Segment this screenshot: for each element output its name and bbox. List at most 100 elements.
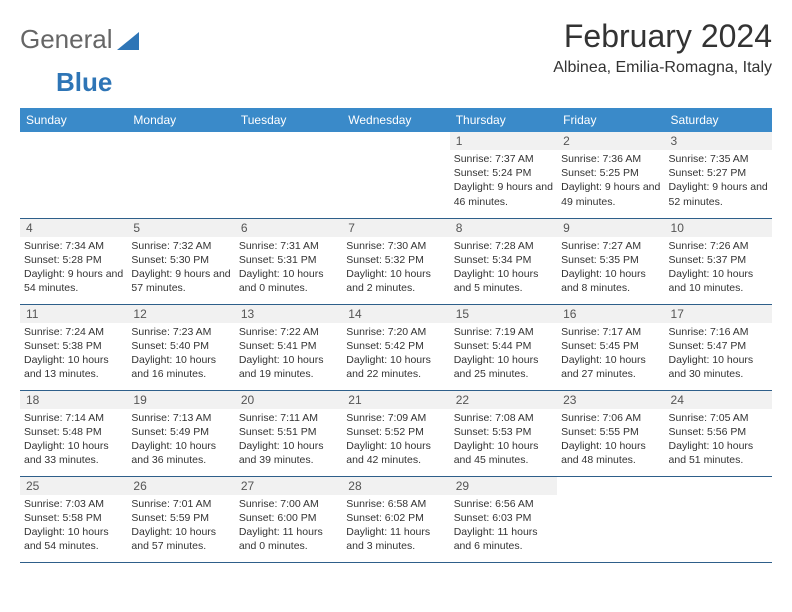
cell-body: Sunrise: 7:20 AMSunset: 5:42 PMDaylight:… [346,325,445,382]
day-number: 22 [450,391,557,409]
sunrise-text: Sunrise: 7:14 AM [24,411,123,425]
cell-body: Sunrise: 7:35 AMSunset: 5:27 PMDaylight:… [669,152,768,209]
calendar-cell: 2Sunrise: 7:36 AMSunset: 5:25 PMDaylight… [557,132,664,218]
daylight-text: Daylight: 10 hours and 25 minutes. [454,353,553,381]
daylight-text: Daylight: 10 hours and 33 minutes. [24,439,123,467]
day-number: 26 [127,477,234,495]
cell-body: Sunrise: 7:36 AMSunset: 5:25 PMDaylight:… [561,152,660,209]
calendar-cell [235,132,342,218]
day-number: 11 [20,305,127,323]
daylight-text: Daylight: 10 hours and 54 minutes. [24,525,123,553]
sunset-text: Sunset: 5:31 PM [239,253,338,267]
sunrise-text: Sunrise: 7:28 AM [454,239,553,253]
calendar-table: SundayMondayTuesdayWednesdayThursdayFrid… [20,108,772,563]
day-number: 16 [557,305,664,323]
daylight-text: Daylight: 10 hours and 5 minutes. [454,267,553,295]
daylight-text: Daylight: 10 hours and 2 minutes. [346,267,445,295]
calendar-cell: 13 Sunrise: 7:22 AMSunset: 5:41 PMDayligh… [235,304,342,390]
day-number [665,477,772,495]
day-number: 10 [665,219,772,237]
cell-body: Sunrise: 7:16 AMSunset: 5:47 PMDaylight:… [669,325,768,382]
sunrise-text: Sunrise: 7:05 AM [669,411,768,425]
daylight-text: Daylight: 9 hours and 52 minutes. [669,180,768,208]
day-number: 23 [557,391,664,409]
cell-body: Sunrise: 7:11 AMSunset: 5:51 PMDaylight:… [239,411,338,468]
sunrise-text: Sunrise: 7:35 AM [669,152,768,166]
calendar-cell: 1Sunrise: 7:37 AMSunset: 5:24 PMDaylight… [450,132,557,218]
day-number: 28 [342,477,449,495]
cell-body: Sunrise: 6:58 AMSunset: 6:02 PMDaylight:… [346,497,445,554]
sunset-text: Sunset: 5:34 PM [454,253,553,267]
calendar-cell: 3Sunrise: 7:35 AMSunset: 5:27 PMDaylight… [665,132,772,218]
cell-body: Sunrise: 7:09 AMSunset: 5:52 PMDaylight:… [346,411,445,468]
daylight-text: Daylight: 9 hours and 46 minutes. [454,180,553,208]
day-number: 12 [127,305,234,323]
daylight-text: Daylight: 10 hours and 57 minutes. [131,525,230,553]
day-number [557,477,664,495]
calendar-body: 1Sunrise: 7:37 AMSunset: 5:24 PMDaylight… [20,132,772,562]
sunset-text: Sunset: 5:58 PM [24,511,123,525]
day-number: 13 [235,305,342,323]
calendar-cell: 22Sunrise: 7:08 AMSunset: 5:53 PMDayligh… [450,390,557,476]
sunrise-text: Sunrise: 7:08 AM [454,411,553,425]
sunset-text: Sunset: 5:48 PM [24,425,123,439]
day-number [127,132,234,150]
day-number: 14 [342,305,449,323]
sunset-text: Sunset: 5:56 PM [669,425,768,439]
calendar-cell: 16Sunrise: 7:17 AMSunset: 5:45 PMDayligh… [557,304,664,390]
cell-body: Sunrise: 7:26 AMSunset: 5:37 PMDaylight:… [669,239,768,296]
sunrise-text: Sunrise: 7:00 AM [239,497,338,511]
calendar-week-row: 18Sunrise: 7:14 AMSunset: 5:48 PMDayligh… [20,390,772,476]
cell-body: Sunrise: 6:56 AMSunset: 6:03 PMDaylight:… [454,497,553,554]
daylight-text: Daylight: 10 hours and 42 minutes. [346,439,445,467]
calendar-cell: 6Sunrise: 7:31 AMSunset: 5:31 PMDaylight… [235,218,342,304]
cell-body: Sunrise: 7:34 AMSunset: 5:28 PMDaylight:… [24,239,123,296]
sunset-text: Sunset: 5:41 PM [239,339,338,353]
sunrise-text: Sunrise: 7:36 AM [561,152,660,166]
cell-body: Sunrise: 7:01 AMSunset: 5:59 PMDaylight:… [131,497,230,554]
calendar-week-row: 4Sunrise: 7:34 AMSunset: 5:28 PMDaylight… [20,218,772,304]
calendar-cell [665,476,772,562]
daylight-text: Daylight: 9 hours and 57 minutes. [131,267,230,295]
calendar-cell: 20Sunrise: 7:11 AMSunset: 5:51 PMDayligh… [235,390,342,476]
daylight-text: Daylight: 10 hours and 45 minutes. [454,439,553,467]
daylight-text: Daylight: 10 hours and 19 minutes. [239,353,338,381]
calendar-cell [20,132,127,218]
sunrise-text: Sunrise: 7:13 AM [131,411,230,425]
day-header: Friday [557,108,664,132]
sunrise-text: Sunrise: 7:19 AM [454,325,553,339]
sunrise-text: Sunrise: 7:26 AM [669,239,768,253]
calendar-cell: 4Sunrise: 7:34 AMSunset: 5:28 PMDaylight… [20,218,127,304]
day-number: 29 [450,477,557,495]
daylight-text: Daylight: 9 hours and 54 minutes. [24,267,123,295]
sunset-text: Sunset: 5:47 PM [669,339,768,353]
cell-body: Sunrise: 7:19 AMSunset: 5:44 PMDaylight:… [454,325,553,382]
title-block: February 2024 Albinea, Emilia-Romagna, I… [553,18,772,85]
day-number [20,132,127,150]
cell-body: Sunrise: 7:27 AMSunset: 5:35 PMDaylight:… [561,239,660,296]
day-header: Monday [127,108,234,132]
sunrise-text: Sunrise: 7:09 AM [346,411,445,425]
cell-body: Sunrise: 7:37 AMSunset: 5:24 PMDaylight:… [454,152,553,209]
calendar-week-row: 1Sunrise: 7:37 AMSunset: 5:24 PMDaylight… [20,132,772,218]
day-number: 17 [665,305,772,323]
day-number: 5 [127,219,234,237]
sunrise-text: Sunrise: 7:22 AM [239,325,338,339]
sunset-text: Sunset: 5:28 PM [24,253,123,267]
sunset-text: Sunset: 6:00 PM [239,511,338,525]
daylight-text: Daylight: 10 hours and 22 minutes. [346,353,445,381]
logo-triangle-icon [117,32,139,50]
day-header: Sunday [20,108,127,132]
sunrise-text: Sunrise: 7:16 AM [669,325,768,339]
day-number: 24 [665,391,772,409]
cell-body: Sunrise: 7:30 AMSunset: 5:32 PMDaylight:… [346,239,445,296]
daylight-text: Daylight: 10 hours and 51 minutes. [669,439,768,467]
sunset-text: Sunset: 5:45 PM [561,339,660,353]
sunset-text: Sunset: 5:55 PM [561,425,660,439]
calendar-cell: 5Sunrise: 7:32 AMSunset: 5:30 PMDaylight… [127,218,234,304]
calendar-cell: 15Sunrise: 7:19 AMSunset: 5:44 PMDayligh… [450,304,557,390]
sunset-text: Sunset: 5:44 PM [454,339,553,353]
brand-logo: General [20,18,139,55]
calendar-page: General February 2024 Albinea, Emilia-Ro… [0,0,792,573]
daylight-text: Daylight: 10 hours and 27 minutes. [561,353,660,381]
